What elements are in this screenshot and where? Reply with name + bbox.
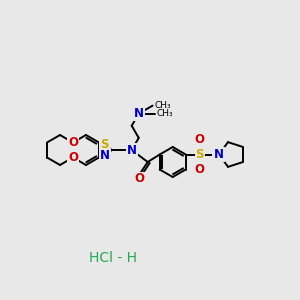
- Text: O: O: [68, 136, 78, 149]
- Text: N: N: [134, 107, 144, 120]
- Text: S: S: [100, 138, 109, 151]
- Text: O: O: [195, 163, 205, 176]
- Text: N: N: [127, 143, 137, 157]
- Text: N: N: [100, 149, 110, 162]
- Text: O: O: [195, 133, 205, 146]
- Text: N: N: [214, 148, 224, 161]
- Text: O: O: [68, 151, 78, 164]
- Text: CH₃: CH₃: [154, 101, 171, 110]
- Text: N: N: [213, 148, 223, 161]
- Text: S: S: [196, 148, 204, 161]
- Text: HCl - H: HCl - H: [89, 251, 137, 265]
- Text: CH₃: CH₃: [157, 109, 173, 118]
- Text: O: O: [135, 172, 145, 185]
